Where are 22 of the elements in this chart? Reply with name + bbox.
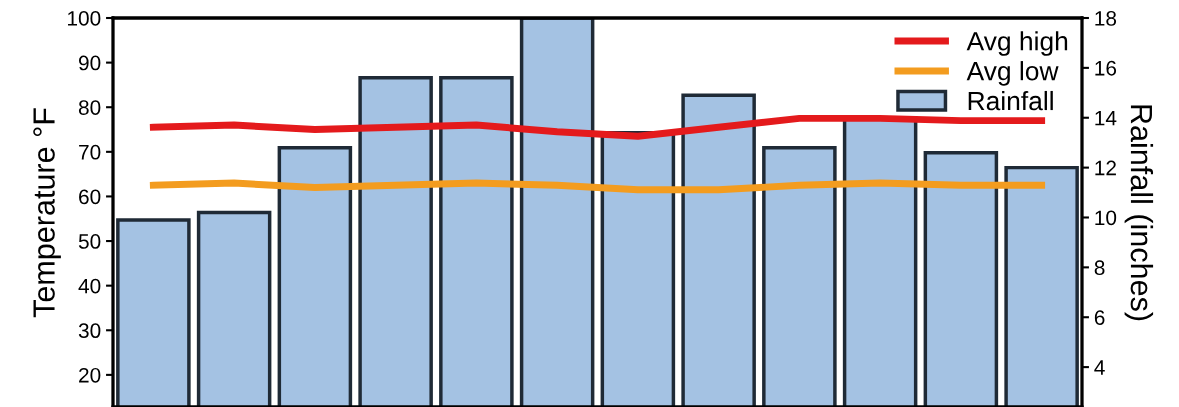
legend-label: Avg high [966,31,1068,56]
y2-tick-label: 6 [1094,310,1105,325]
y2-tick-label: 14 [1095,110,1117,126]
y-tick-label: 70 [79,144,101,160]
y2-tick-label: 18 [1095,11,1117,26]
y2-tick-label: 10 [1095,210,1117,226]
y-tick-label: 30 [78,323,101,339]
y2-axis-title: Rainfall (inches) [1124,105,1154,321]
y2-tick-label: 12 [1095,160,1116,176]
y2-tick-label: 4 [1094,360,1105,375]
y-tick-label: 20 [79,367,101,383]
y-tick-label: 80 [78,100,101,115]
y-tick-label: 50 [78,234,101,249]
y-tick-label: 100 [68,11,101,26]
legend-label: Avg low [966,61,1059,86]
y-tick-label: 90 [79,55,101,71]
y-tick-label: 60 [79,189,101,205]
y-axis-title: Temperature °F [33,108,61,318]
y2-tick-label: 8 [1094,260,1105,276]
y-tick-label: 40 [78,278,101,294]
legend-label: Rainfall [968,90,1053,111]
y2-tick-label: 16 [1095,60,1117,76]
